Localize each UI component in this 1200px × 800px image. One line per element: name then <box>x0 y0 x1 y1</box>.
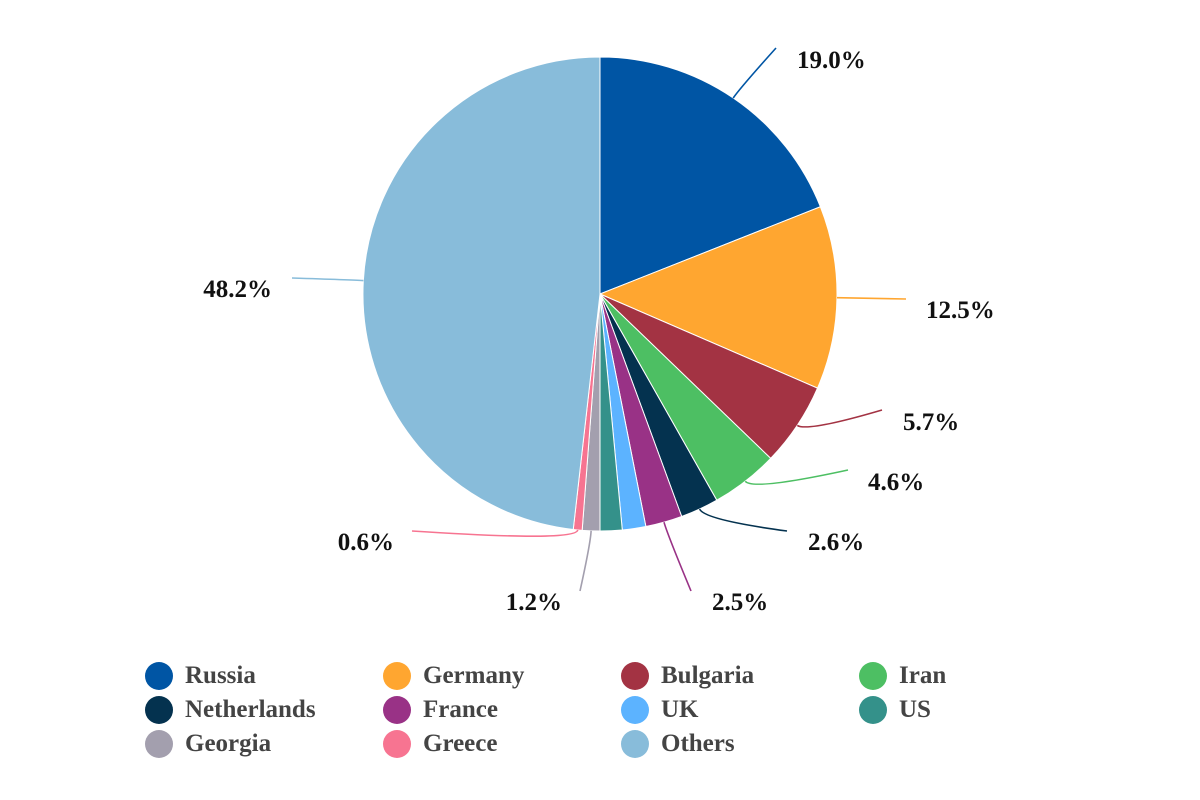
data-label-greece: 0.6% <box>338 529 394 556</box>
legend-label: US <box>899 696 931 723</box>
leader-line-russia <box>732 47 777 99</box>
legend-swatch <box>859 662 887 690</box>
legend-label: France <box>423 696 498 723</box>
pie-slice-others <box>362 56 601 531</box>
leader-line-georgia <box>579 530 592 592</box>
legend-item-others[interactable]: Others <box>621 727 859 761</box>
legend-item-greece[interactable]: Greece <box>383 727 621 761</box>
legend-label: UK <box>661 696 699 723</box>
data-label-france: 2.5% <box>712 589 768 616</box>
legend-label: Others <box>661 730 735 757</box>
legend-item-us[interactable]: US <box>859 693 1039 727</box>
leader-line-others <box>291 277 364 282</box>
legend-item-russia[interactable]: Russia <box>145 659 383 693</box>
legend-label: Bulgaria <box>661 662 755 689</box>
leader-line-germany <box>836 296 907 300</box>
data-label-bulgaria: 5.7% <box>903 409 959 436</box>
legend-label: Georgia <box>185 730 272 757</box>
data-labels: 19.0% 12.5% 5.7% 4.6% 2.6% 2.5% 1.2% 0.6% 48.2% <box>203 47 995 616</box>
leader-line-bulgaria <box>796 409 883 428</box>
pie-slice-russia <box>599 56 822 295</box>
legend-swatch <box>621 662 649 690</box>
legend-label: Greece <box>423 730 498 757</box>
data-label-netherlands: 2.6% <box>808 529 864 556</box>
legend: Russia Germany Bulgaria Iran Netherlands Fran… <box>145 659 1045 761</box>
pie-slices <box>362 56 838 532</box>
legend-item-netherlands[interactable]: Netherlands <box>145 693 383 727</box>
leader-line-france <box>663 521 692 592</box>
data-label-others: 48.2% <box>203 276 272 303</box>
data-label-iran: 4.6% <box>868 469 924 496</box>
legend-item-germany[interactable]: Germany <box>383 659 621 693</box>
legend-swatch <box>145 730 173 758</box>
legend-item-bulgaria[interactable]: Bulgaria <box>621 659 859 693</box>
data-label-georgia: 1.2% <box>506 589 562 616</box>
legend-swatch <box>621 730 649 758</box>
legend-swatch <box>621 696 649 724</box>
leader-line-iran <box>744 469 849 485</box>
legend-item-georgia[interactable]: Georgia <box>145 727 383 761</box>
legend-label: Germany <box>423 662 525 689</box>
data-label-germany: 12.5% <box>926 297 995 324</box>
legend-swatch <box>383 730 411 758</box>
legend-item-iran[interactable]: Iran <box>859 659 1039 693</box>
legend-swatch <box>145 662 173 690</box>
legend-label: Iran <box>899 662 947 689</box>
legend-swatch <box>859 696 887 724</box>
legend-swatch <box>383 662 411 690</box>
legend-label: Russia <box>185 662 256 689</box>
data-label-russia: 19.0% <box>797 47 866 74</box>
pie-slice-germany <box>598 206 838 389</box>
legend-swatch <box>383 696 411 724</box>
legend-label: Netherlands <box>185 696 316 723</box>
legend-item-uk[interactable]: UK <box>621 693 859 727</box>
leader-line-netherlands <box>698 508 788 532</box>
legend-item-france[interactable]: France <box>383 693 621 727</box>
leader-line-greece <box>411 529 579 537</box>
legend-swatch <box>145 696 173 724</box>
leader-lines <box>291 47 907 592</box>
